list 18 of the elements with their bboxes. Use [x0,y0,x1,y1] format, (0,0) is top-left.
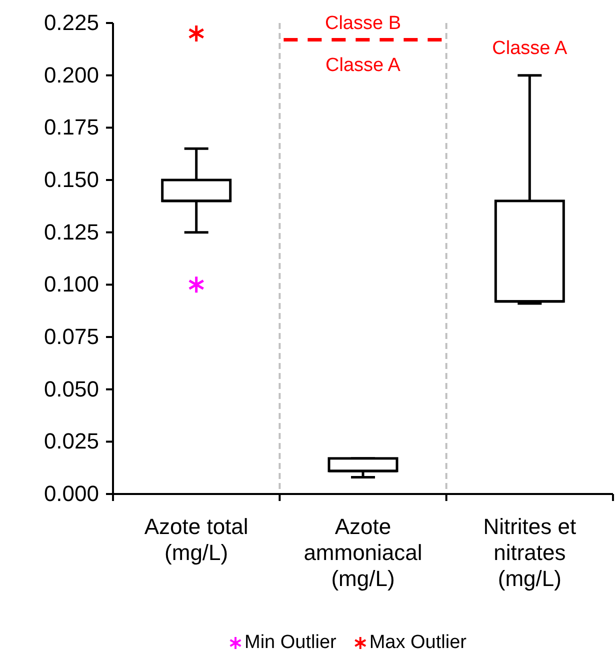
x-tick-label: Azote total (mg/L) [144,514,248,565]
legend-label: Max Outlier [369,632,468,654]
y-tick-label: 0.100 [44,272,99,297]
y-tick-label: 0.200 [44,62,99,88]
y-tick-label: 0.175 [44,114,99,140]
ref-line-label: Classe B [324,12,402,34]
legend-label: Min Outlier [244,632,338,654]
annotation: Classe A [492,38,568,59]
y-tick-label: 0.150 [44,167,99,192]
annotation: Classe A [326,54,401,76]
y-tick-label: 0.125 [44,219,99,244]
y-tick-label: 0.225 [44,10,99,36]
y-tick-label: 0.025 [44,428,99,454]
y-tick-label: 0.000 [44,481,99,506]
y-tick-label: 0.075 [44,324,99,350]
x-tick-label: Azote ammoniacal (mg/L) [304,514,422,591]
y-tick-label: 0.050 [44,376,99,402]
x-tick-label: Nitrites et nitrates (mg/L) [483,514,576,591]
